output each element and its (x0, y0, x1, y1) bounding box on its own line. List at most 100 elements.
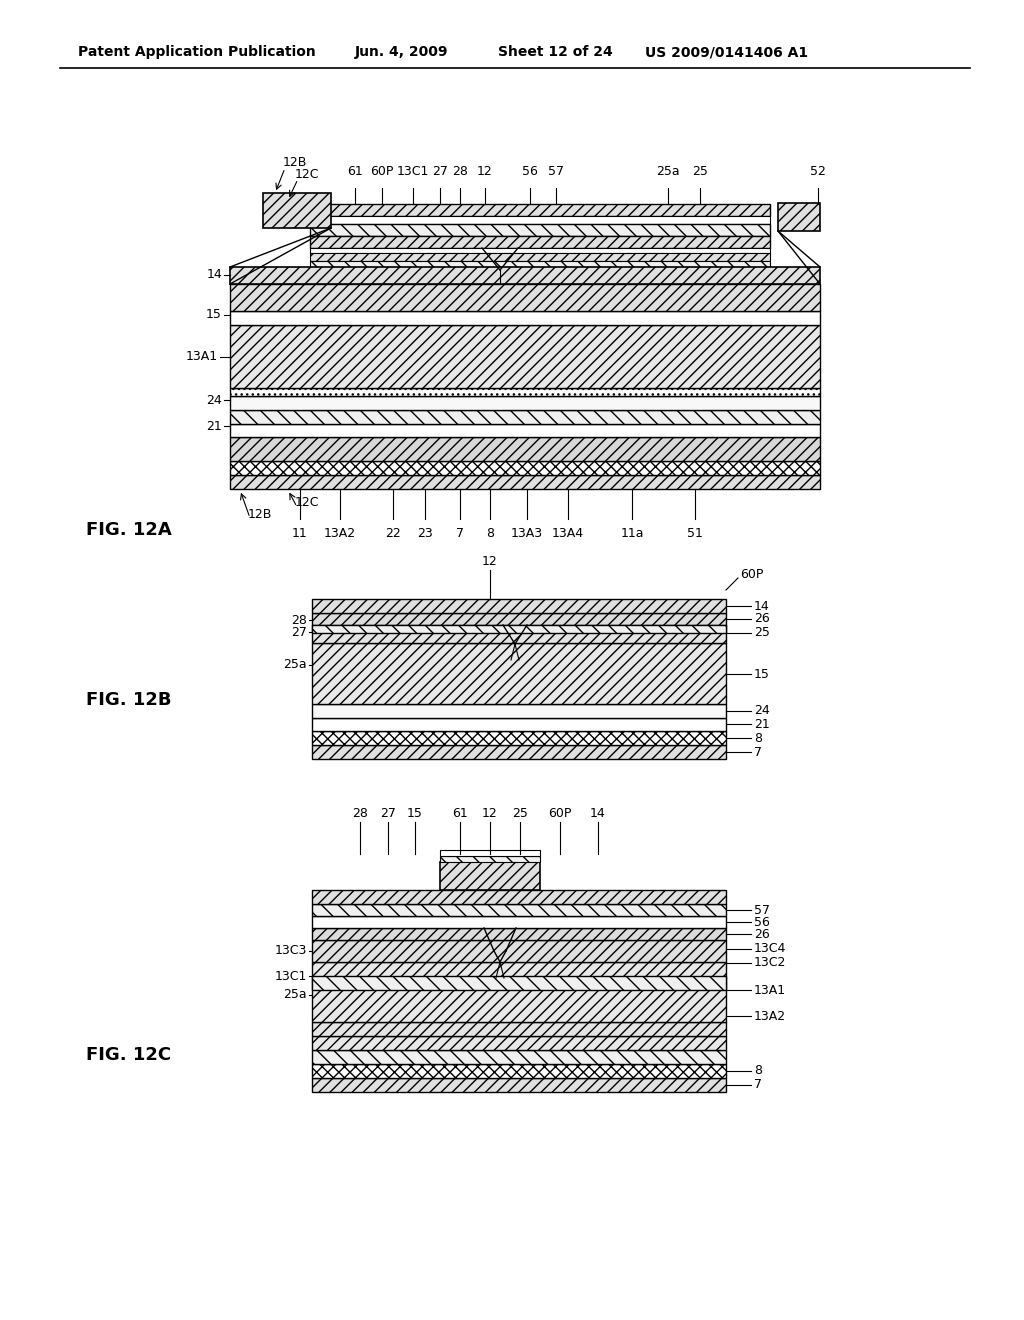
Text: 25a: 25a (656, 165, 680, 178)
Text: 23: 23 (417, 527, 433, 540)
Text: 25a: 25a (284, 989, 307, 1002)
Text: 13C1: 13C1 (397, 165, 429, 178)
Text: FIG. 12C: FIG. 12C (86, 1045, 171, 1064)
Text: 25: 25 (512, 807, 528, 820)
Bar (310, 224, 770, 236)
Text: 57: 57 (754, 903, 770, 916)
Bar (230, 267, 820, 284)
Bar (312, 704, 726, 718)
Bar (440, 850, 540, 855)
Text: 12B: 12B (248, 507, 272, 520)
Bar (312, 731, 726, 744)
Text: 13C3: 13C3 (274, 945, 307, 957)
Text: 12: 12 (477, 165, 493, 178)
Text: 13C2: 13C2 (754, 957, 786, 969)
Bar (312, 1049, 726, 1064)
Text: 12C: 12C (295, 496, 319, 510)
Text: 51: 51 (687, 527, 702, 540)
Text: 11a: 11a (621, 527, 644, 540)
Text: FIG. 12B: FIG. 12B (86, 690, 171, 709)
Text: 61: 61 (347, 165, 362, 178)
Text: 7: 7 (754, 1078, 762, 1092)
Bar (312, 1064, 726, 1078)
Text: 57: 57 (548, 165, 564, 178)
Text: 12B: 12B (283, 157, 307, 169)
Text: 14: 14 (206, 268, 222, 281)
Text: 52: 52 (810, 165, 826, 178)
Bar (312, 599, 726, 612)
Text: 61: 61 (453, 807, 468, 820)
Bar (310, 216, 770, 224)
Bar (312, 962, 726, 1022)
Text: 13A3: 13A3 (511, 527, 543, 540)
Text: 25a: 25a (284, 659, 307, 672)
Bar (312, 718, 726, 731)
Text: 13C1: 13C1 (274, 969, 307, 982)
Text: 8: 8 (486, 527, 494, 540)
Text: US 2009/0141406 A1: US 2009/0141406 A1 (645, 45, 808, 59)
Text: 22: 22 (385, 527, 400, 540)
Bar (230, 411, 820, 424)
Bar (312, 890, 726, 904)
Text: 56: 56 (754, 916, 770, 928)
Bar (230, 475, 820, 488)
Bar (230, 424, 820, 437)
Text: 28: 28 (352, 807, 368, 820)
Bar (312, 643, 726, 704)
Bar (312, 1036, 726, 1049)
Text: 15: 15 (408, 807, 423, 820)
Text: 24: 24 (754, 705, 770, 718)
Text: 7: 7 (754, 746, 762, 759)
Text: 13A1: 13A1 (754, 983, 786, 997)
Bar (440, 862, 540, 890)
Text: 26: 26 (754, 928, 770, 940)
Text: 13A2: 13A2 (754, 1010, 786, 1023)
Bar (312, 975, 726, 990)
Text: 28: 28 (452, 165, 468, 178)
Bar (230, 396, 820, 411)
Bar (310, 205, 770, 216)
Text: 13A1: 13A1 (186, 351, 218, 363)
Text: 60P: 60P (548, 807, 571, 820)
Bar (230, 437, 820, 461)
Bar (312, 624, 726, 643)
Text: 13A4: 13A4 (552, 527, 584, 540)
Bar (263, 193, 331, 228)
Text: 24: 24 (206, 393, 222, 407)
Text: 60P: 60P (371, 165, 393, 178)
Text: 60P: 60P (740, 569, 763, 582)
Text: 13C4: 13C4 (754, 942, 786, 956)
Text: Sheet 12 of 24: Sheet 12 of 24 (498, 45, 612, 59)
Text: 8: 8 (754, 731, 762, 744)
Text: 25: 25 (754, 627, 770, 639)
Bar (310, 236, 770, 248)
Bar (778, 203, 820, 231)
Text: 56: 56 (522, 165, 538, 178)
Text: 15: 15 (206, 309, 222, 322)
Text: Patent Application Publication: Patent Application Publication (78, 45, 315, 59)
Bar (312, 916, 726, 928)
Text: 27: 27 (291, 626, 307, 639)
Text: 7: 7 (456, 527, 464, 540)
Text: 27: 27 (380, 807, 396, 820)
Text: 8: 8 (754, 1064, 762, 1077)
Bar (312, 612, 726, 624)
Text: 25: 25 (692, 165, 708, 178)
Bar (310, 261, 770, 267)
Text: FIG. 12A: FIG. 12A (86, 521, 172, 539)
Bar (312, 1078, 726, 1092)
Bar (310, 253, 770, 261)
Bar (230, 325, 820, 388)
Bar (312, 928, 726, 940)
Text: 26: 26 (754, 612, 770, 626)
Bar (230, 312, 820, 325)
Bar (312, 1022, 726, 1036)
Text: 15: 15 (754, 668, 770, 681)
Text: 12: 12 (482, 807, 498, 820)
Text: 28: 28 (291, 614, 307, 627)
Text: 21: 21 (206, 420, 222, 433)
Text: 13A2: 13A2 (324, 527, 356, 540)
Text: 27: 27 (432, 165, 447, 178)
Bar (230, 284, 820, 312)
Bar (440, 855, 540, 862)
